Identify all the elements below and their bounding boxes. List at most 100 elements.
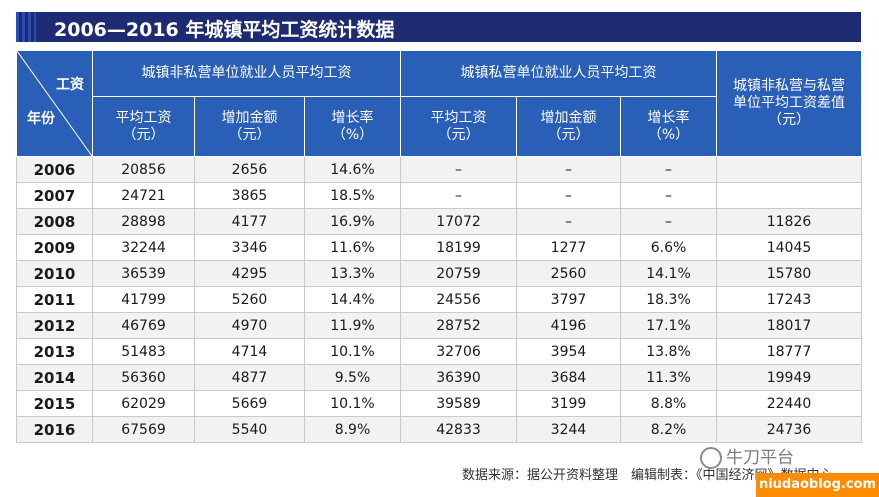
cell-growth-rate: 14.4%	[304, 286, 401, 313]
cell-difference	[716, 182, 863, 209]
cell-increase: 4714	[194, 338, 305, 365]
chat-bubble-icon	[700, 447, 722, 469]
cell-private-increase: –	[516, 156, 621, 183]
cell-private-growth-rate: –	[619, 156, 718, 183]
corner-label-year: 年份	[27, 111, 55, 127]
cell-private-avg-wage: –	[400, 182, 517, 209]
table-row: 2011 41799 5260 14.4% 24556 3797 18.3% 17243	[16, 286, 863, 313]
cell-growth-rate: 13.3%	[304, 260, 401, 287]
cell-increase: 4970	[194, 312, 305, 339]
cell-private-increase: 3199	[516, 390, 621, 417]
cell-difference: 24736	[716, 416, 863, 443]
cell-avg-wage: 56360	[92, 364, 195, 391]
cell-increase: 3346	[194, 234, 305, 261]
cell-growth-rate: 11.9%	[304, 312, 401, 339]
page-title: 2006—2016 年城镇平均工资统计数据	[54, 19, 395, 41]
title-stripe-decoration	[16, 12, 36, 42]
cell-private-growth-rate: 17.1%	[619, 312, 718, 339]
cell-private-increase: 2560	[516, 260, 621, 287]
cell-increase: 5669	[194, 390, 305, 417]
cell-private-increase: 4196	[516, 312, 621, 339]
cell-private-avg-wage: 24556	[400, 286, 517, 313]
cell-year: 2010	[16, 260, 93, 287]
cell-private-growth-rate: 8.8%	[619, 390, 718, 417]
table-body: 2006 20856 2656 14.6% – – –2007 24721 3865 18.5% –…	[16, 156, 863, 443]
cell-increase: 4177	[194, 208, 305, 235]
cell-avg-wage: 36539	[92, 260, 195, 287]
cell-avg-wage: 32244	[92, 234, 195, 261]
cell-private-growth-rate: 13.8%	[619, 338, 718, 365]
cell-avg-wage: 62029	[92, 390, 195, 417]
cell-private-growth-rate: 6.6%	[619, 234, 718, 261]
sub-header-private-avg-wage: 平均工资（元）	[400, 96, 517, 157]
cell-growth-rate: 11.6%	[304, 234, 401, 261]
cell-private-avg-wage: 39589	[400, 390, 517, 417]
table-row: 2006 20856 2656 14.6% – – –	[16, 156, 863, 183]
cell-year: 2006	[16, 156, 93, 183]
cell-private-increase: 1277	[516, 234, 621, 261]
cell-year: 2013	[16, 338, 93, 365]
cell-growth-rate: 18.5%	[304, 182, 401, 209]
cell-avg-wage: 28898	[92, 208, 195, 235]
cell-private-avg-wage: 36390	[400, 364, 517, 391]
sub-header-growth-rate: 增长率（%）	[304, 96, 401, 157]
cell-private-growth-rate: 14.1%	[619, 260, 718, 287]
group-header-non-private: 城镇非私营单位就业人员平均工资	[92, 50, 401, 97]
group-header-difference: 城镇非私营与私营单位平均工资差值（元）	[716, 50, 863, 157]
cell-increase: 5260	[194, 286, 305, 313]
sub-header-increase: 增加金额（元）	[194, 96, 305, 157]
table-row: 2010 36539 4295 13.3% 20759 2560 14.1% 15780	[16, 260, 863, 287]
cell-difference: 15780	[716, 260, 863, 287]
table-row: 2009 32244 3346 11.6% 18199 1277 6.6% 14045	[16, 234, 863, 261]
table-row: 2013 51483 4714 10.1% 32706 3954 13.8% 18777	[16, 338, 863, 365]
cell-avg-wage: 41799	[92, 286, 195, 313]
cell-private-increase: –	[516, 182, 621, 209]
cell-increase: 4295	[194, 260, 305, 287]
sub-header-avg-wage: 平均工资（元）	[92, 96, 195, 157]
table-row: 2007 24721 3865 18.5% – – –	[16, 182, 863, 209]
cell-difference: 14045	[716, 234, 863, 261]
cell-private-avg-wage: 28752	[400, 312, 517, 339]
cell-difference: 19949	[716, 364, 863, 391]
table-row: 2008 28898 4177 16.9% 17072– –11826	[16, 208, 863, 235]
cell-avg-wage: 51483	[92, 338, 195, 365]
cell-growth-rate: 10.1%	[304, 390, 401, 417]
cell-private-growth-rate: –	[619, 208, 718, 235]
table-row: 2012 46769 4970 11.9% 28752 4196 17.1% 18017	[16, 312, 863, 339]
cell-private-increase: –	[516, 208, 621, 235]
watermark: 牛刀平台	[700, 443, 794, 469]
table-row: 2015 62029 5669 10.1% 39589 3199 8.8% 22440	[16, 390, 863, 417]
cell-difference: 22440	[716, 390, 863, 417]
cell-private-avg-wage: 42833	[400, 416, 517, 443]
cell-year: 2016	[16, 416, 93, 443]
cell-year: 2009	[16, 234, 93, 261]
corner-label-wage: 工资	[56, 77, 84, 93]
cell-difference: 11826	[716, 208, 863, 235]
cell-year: 2012	[16, 312, 93, 339]
cell-difference: 18777	[716, 338, 863, 365]
cell-private-growth-rate: 8.2%	[619, 416, 718, 443]
cell-avg-wage: 20856	[92, 156, 195, 183]
cell-private-avg-wage: 18199	[400, 234, 517, 261]
cell-increase: 5540	[194, 416, 305, 443]
cell-private-avg-wage: 20759	[400, 260, 517, 287]
cell-private-growth-rate: 18.3%	[619, 286, 718, 313]
cell-private-avg-wage: 17072	[400, 208, 517, 235]
group-header-private: 城镇私营单位就业人员平均工资	[399, 50, 718, 97]
cell-private-growth-rate: –	[619, 182, 718, 209]
cell-growth-rate: 14.6%	[304, 156, 401, 183]
table-row: 2014 56360 4877 9.5% 36390 3684 11.3% 19949	[16, 364, 863, 391]
cell-avg-wage: 67569	[92, 416, 195, 443]
cell-private-increase: 3244	[516, 416, 621, 443]
cell-growth-rate: 9.5%	[304, 364, 401, 391]
table-row: 2016 67569 5540 8.9% 42833 3244 8.2% 24736	[16, 416, 863, 443]
cell-increase: 4877	[194, 364, 305, 391]
cell-difference: 18017	[716, 312, 863, 339]
wage-table: 工资 年份 城镇非私营单位就业人员平均工资 城镇私营单位就业人员平均工资 城镇非…	[16, 50, 863, 443]
cell-difference	[716, 156, 863, 183]
cell-year: 2014	[16, 364, 93, 391]
cell-year: 2008	[16, 208, 93, 235]
cell-avg-wage: 24721	[92, 182, 195, 209]
cell-avg-wage: 46769	[92, 312, 195, 339]
table-corner-header: 工资 年份	[16, 50, 93, 157]
